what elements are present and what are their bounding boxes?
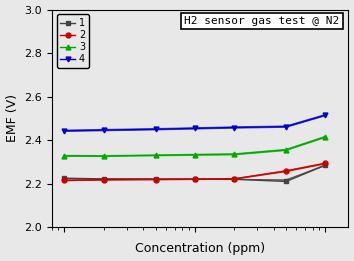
Y-axis label: EMF (V): EMF (V)	[6, 94, 18, 142]
3	[62, 154, 67, 157]
4	[232, 126, 236, 129]
1	[154, 177, 158, 181]
1	[232, 178, 236, 181]
3	[284, 148, 288, 151]
Line: 4: 4	[62, 113, 328, 133]
3	[193, 153, 197, 156]
2	[102, 178, 106, 181]
2	[62, 179, 67, 182]
3	[323, 135, 327, 138]
X-axis label: Concentration (ppm): Concentration (ppm)	[135, 242, 265, 256]
2	[232, 177, 236, 180]
1	[102, 177, 106, 180]
Legend: 1, 2, 3, 4: 1, 2, 3, 4	[57, 14, 89, 68]
Line: 1: 1	[62, 163, 328, 184]
4	[62, 129, 67, 132]
1	[323, 164, 327, 167]
4	[154, 128, 158, 131]
Text: H2 sensor gas test @ N2: H2 sensor gas test @ N2	[184, 16, 339, 26]
Line: 2: 2	[62, 161, 328, 183]
2	[193, 178, 197, 181]
1	[62, 177, 67, 180]
Line: 3: 3	[62, 134, 328, 158]
3	[154, 154, 158, 157]
2	[323, 162, 327, 165]
4	[193, 127, 197, 130]
1	[193, 178, 197, 181]
3	[232, 153, 236, 156]
3	[102, 155, 106, 158]
2	[284, 169, 288, 173]
4	[102, 129, 106, 132]
4	[323, 114, 327, 117]
4	[284, 125, 288, 128]
2	[154, 178, 158, 181]
1	[284, 180, 288, 183]
